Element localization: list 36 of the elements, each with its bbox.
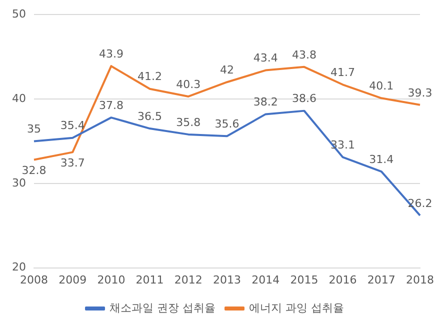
data-label: 41.2: [138, 70, 162, 84]
data-label: 43.4: [253, 52, 278, 65]
data-label: 35: [26, 122, 41, 136]
x-tick-label: 2018: [406, 273, 434, 286]
data-label: 31.4: [369, 152, 394, 166]
x-tick-label: 2017: [367, 273, 396, 286]
data-label: 40.3: [176, 78, 201, 91]
data-label: 35.8: [176, 116, 201, 129]
y-tick-label: 30: [12, 176, 26, 190]
x-tick-label: 2011: [136, 273, 164, 286]
data-label: 33.7: [60, 156, 85, 170]
y-tick-label: 40: [12, 92, 26, 105]
x-tick-label: 2014: [252, 273, 280, 286]
x-tick-label: 2015: [290, 273, 318, 286]
legend-label: 채소과일 권장 섭취율: [110, 301, 216, 314]
data-label: 43.9: [98, 47, 124, 60]
data-label: 32.8: [22, 164, 46, 178]
x-tick-label: 2010: [97, 273, 126, 286]
data-label: 38.2: [253, 96, 278, 109]
data-label: 37.8: [98, 98, 124, 112]
y-tick-label: 50: [12, 7, 26, 20]
data-label: 35.6: [214, 117, 240, 130]
x-tick-label: 2012: [174, 273, 202, 286]
data-label: 39.3: [408, 86, 432, 100]
data-label: 40.1: [369, 80, 394, 93]
x-tick-label: 2013: [213, 273, 241, 286]
x-tick-label: 2008: [20, 273, 48, 286]
x-tick-label: 2016: [328, 273, 357, 286]
data-label: 41.7: [330, 66, 356, 80]
y-tick-label: 20: [12, 260, 26, 274]
data-label: 42: [220, 63, 234, 76]
data-label: 38.6: [292, 92, 316, 106]
data-label: 43.8: [292, 48, 316, 62]
data-label: 36.5: [138, 110, 162, 123]
legend-label: 에너지 과잉 섭취율: [249, 301, 344, 314]
x-tick-label: 2009: [58, 273, 87, 286]
